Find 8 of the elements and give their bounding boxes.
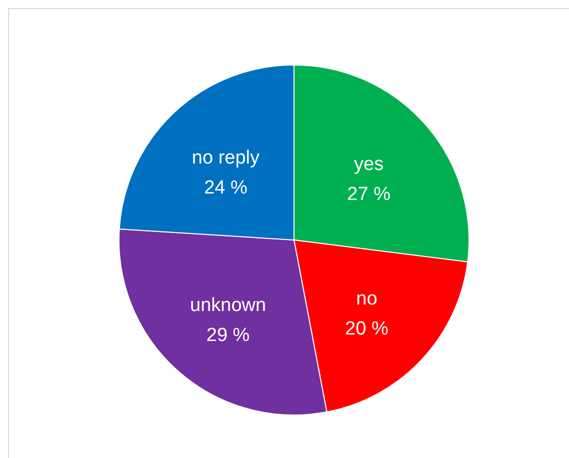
data-label: 24 % <box>204 177 248 198</box>
slice-label: yes <box>354 154 384 176</box>
data-label: 20 % <box>345 318 388 340</box>
slice-label: unknown <box>190 294 266 316</box>
data-label: 27 % <box>347 184 391 206</box>
slice-label: no reply <box>192 147 260 168</box>
slice-label: no <box>356 288 378 310</box>
data-label: 29 % <box>206 324 250 346</box>
